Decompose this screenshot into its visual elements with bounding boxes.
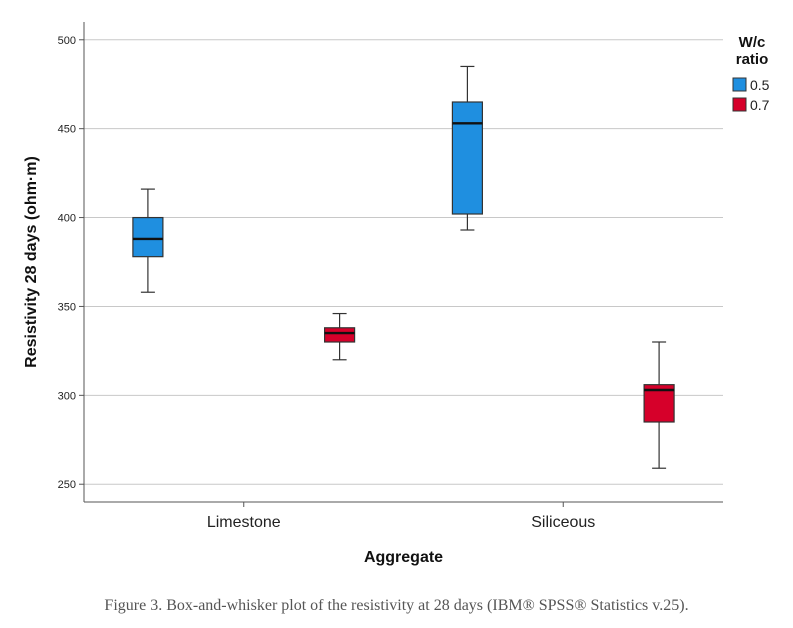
- legend-item-0.7: 0.7: [732, 97, 770, 113]
- legend: W/c ratio 0.50.7: [732, 34, 770, 113]
- y-tick-label: 350: [58, 301, 76, 313]
- legend-item-0.5: 0.5: [732, 77, 770, 93]
- x-category-labels: Limestone Siliceous: [207, 502, 595, 531]
- legend-title-line-1: W/c: [739, 34, 766, 51]
- x-category-label-siliceous: Siliceous: [531, 514, 595, 531]
- legend-items: 0.50.7: [732, 77, 770, 113]
- y-tick-label: 400: [58, 213, 76, 225]
- gridlines: [79, 39, 723, 485]
- legend-title-line-2: ratio: [736, 51, 769, 68]
- box-limestone-0.5: [132, 188, 164, 293]
- y-tick-label: 300: [58, 390, 76, 402]
- legend-swatch: [732, 77, 747, 92]
- x-category-label-limestone: Limestone: [207, 514, 281, 531]
- box-limestone-0.7: [324, 312, 356, 361]
- y-tick-labels: 250 300 350 400 450 500: [58, 35, 76, 491]
- axes: [83, 22, 723, 503]
- legend-label: 0.5: [750, 77, 770, 93]
- legend-label: 0.7: [750, 97, 770, 113]
- legend-swatch: [732, 97, 747, 112]
- boxplot-chart: 250 300 350 400 450 500 Limestone Siliceous Re…: [23, 22, 770, 566]
- y-tick-label: 450: [58, 124, 76, 136]
- boxes: [132, 65, 675, 469]
- y-tick-label: 250: [58, 479, 76, 491]
- box-iqr: [451, 101, 483, 215]
- box-iqr: [132, 216, 164, 258]
- figure-caption: Figure 3. Box-and-whisker plot of the re…: [104, 597, 689, 614]
- x-axis-title: Aggregate: [364, 549, 443, 566]
- box-siliceous-0.7: [643, 341, 675, 469]
- box-iqr: [324, 327, 356, 343]
- y-tick-label: 500: [58, 35, 76, 47]
- box-siliceous-0.5: [451, 65, 483, 231]
- y-axis-title: Resistivity 28 days (ohm·m): [23, 156, 40, 368]
